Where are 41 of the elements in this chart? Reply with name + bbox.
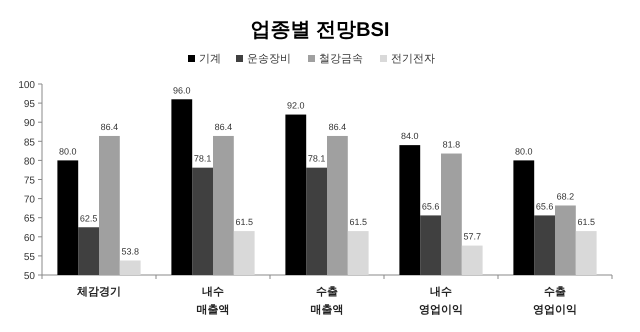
data-label: 92.0	[287, 100, 305, 111]
data-label: 78.1	[194, 154, 212, 164]
data-label: 65.6	[422, 201, 440, 212]
x-tick-label: 수출 영업이익	[533, 286, 577, 316]
legend-label: 철강금속	[319, 53, 363, 65]
data-label: 86.4	[214, 122, 232, 132]
legend-label: 운송장비	[247, 53, 291, 65]
data-label: 62.5	[80, 213, 98, 224]
x-tick-label: 내수 영업이익	[419, 286, 463, 316]
y-tick-label: 60	[24, 232, 36, 244]
data-label: 96.0	[173, 85, 191, 96]
data-label: 84.0	[401, 131, 419, 142]
y-tick-label: 70	[24, 194, 36, 206]
y-tick-label: 90	[24, 118, 36, 130]
y-tick-label: 95	[24, 99, 36, 110]
y-tick-label: 65	[24, 214, 36, 225]
data-label: 86.4	[100, 122, 118, 132]
chart-title: 업종별 전망BSI	[250, 19, 390, 41]
x-tick-label: 체감경기	[76, 286, 121, 298]
y-tick-label: 75	[24, 176, 36, 186]
data-label: 68.2	[556, 191, 574, 202]
y-tick-label: 85	[24, 137, 36, 148]
x-tick-label: 내수 매출액	[196, 286, 230, 316]
data-label: 57.7	[463, 232, 481, 242]
data-label: 78.1	[308, 154, 326, 164]
data-label: 61.5	[577, 217, 595, 228]
y-tick-label: 50	[24, 271, 36, 282]
data-label: 61.5	[235, 217, 253, 228]
x-tick-label: 수출 매출액	[310, 286, 344, 316]
data-label: 80.0	[515, 146, 533, 156]
data-label: 61.5	[349, 217, 367, 228]
legend-label: 전기전자	[391, 53, 435, 65]
data-label: 53.8	[121, 246, 139, 256]
y-tick-label: 80	[24, 156, 36, 168]
y-tick-label: 100	[18, 80, 36, 91]
legend-label: 기계	[199, 53, 221, 65]
data-label: 80.0	[59, 146, 77, 156]
data-label: 65.6	[536, 201, 554, 212]
y-tick-label: 55	[24, 252, 36, 263]
data-label: 81.8	[442, 140, 460, 150]
data-label: 86.4	[328, 122, 346, 132]
